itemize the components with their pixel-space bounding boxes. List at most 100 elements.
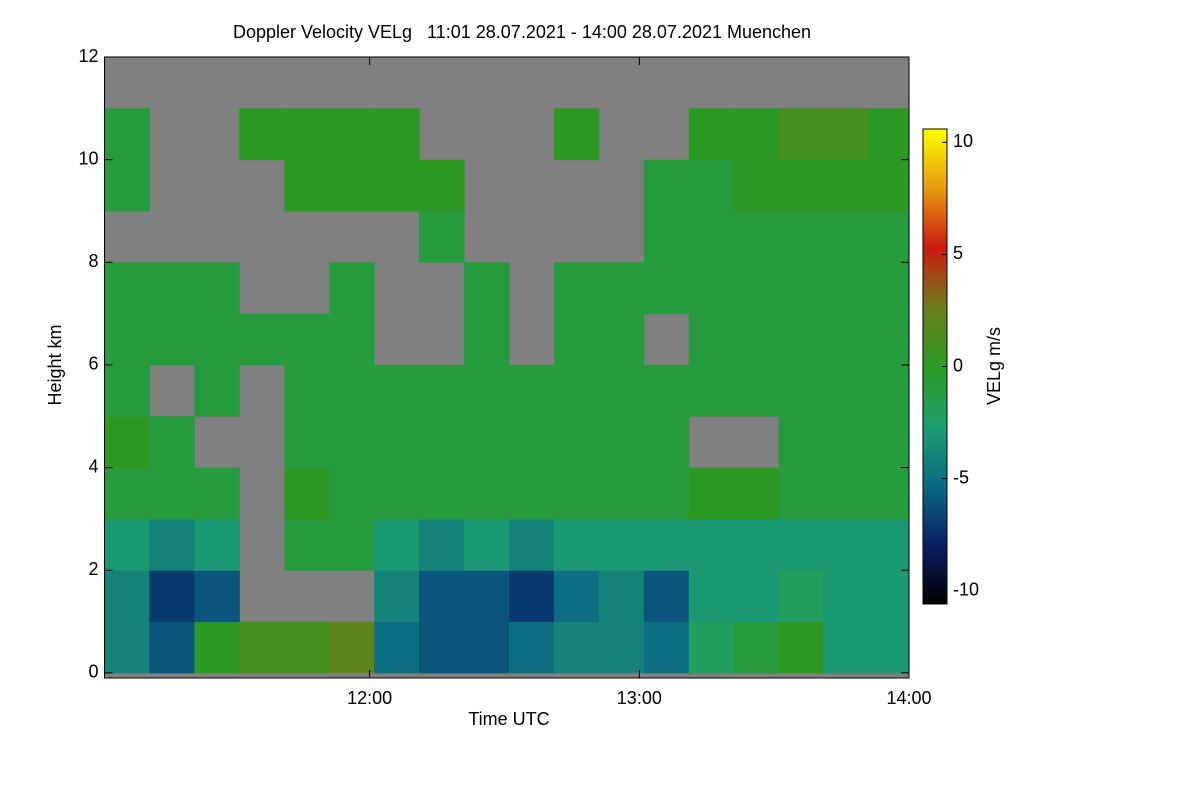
heatmap-cell	[688, 210, 735, 263]
heatmap-cell	[598, 467, 645, 520]
heatmap-cell	[553, 416, 600, 469]
colorbar-tick-label: 5	[953, 243, 963, 263]
heatmap-cell	[553, 364, 600, 417]
heatmap-cell	[464, 416, 510, 469]
y-tick-label: 8	[88, 251, 98, 271]
heatmap-cell	[643, 570, 690, 623]
heatmap-cell	[464, 467, 510, 520]
plot-frame	[104, 56, 910, 679]
heatmap-cell	[329, 518, 375, 571]
heatmap-cell	[149, 518, 195, 571]
heatmap-cell	[329, 467, 375, 520]
heatmap-cell	[688, 108, 735, 161]
heatmap-cell	[104, 416, 150, 469]
heatmap-cell	[553, 518, 600, 571]
heatmap-cell	[329, 313, 375, 366]
heatmap-cell	[868, 313, 910, 366]
y-axis-label: Height km	[45, 324, 65, 405]
heatmap-cell	[419, 210, 465, 263]
heatmap-cell	[464, 364, 510, 417]
heatmap-cell	[823, 518, 870, 571]
heatmap-cell	[553, 467, 600, 520]
heatmap-cell	[374, 570, 420, 623]
heatmap-cell	[419, 416, 465, 469]
heatmap-cell	[598, 570, 645, 623]
heatmap-cell	[104, 621, 150, 674]
heatmap-cell	[419, 518, 465, 571]
heatmap-cell	[104, 570, 150, 623]
heatmap-cell	[284, 364, 330, 417]
heatmap-cell	[733, 570, 780, 623]
heatmap-cell	[553, 570, 600, 623]
heatmap-cell	[868, 159, 910, 212]
heatmap-cell	[778, 159, 825, 212]
x-tick-label: 12:00	[347, 688, 392, 708]
heatmap-cell	[239, 313, 285, 366]
heatmap-cell	[149, 262, 195, 315]
heatmap-cell	[868, 416, 910, 469]
heatmap-cell	[284, 621, 330, 674]
heatmap-cell	[419, 621, 465, 674]
heatmap-cell	[778, 262, 825, 315]
heatmap-cell	[643, 210, 690, 263]
heatmap-cell	[104, 467, 150, 520]
heatmap-cell	[868, 467, 910, 520]
heatmap-cell	[374, 108, 420, 161]
heatmap-cell	[464, 518, 510, 571]
heatmap-cell	[868, 262, 910, 315]
heatmap-cell	[778, 467, 825, 520]
heatmap-cell	[733, 210, 780, 263]
heatmap-cell	[778, 210, 825, 263]
heatmap-cell	[419, 570, 465, 623]
heatmap-cell	[284, 467, 330, 520]
heatmap-cell	[868, 364, 910, 417]
heatmap-cell	[823, 108, 870, 161]
y-tick-label: 2	[88, 559, 98, 579]
heatmap-cell	[868, 108, 910, 161]
heatmap-cell	[553, 262, 600, 315]
heatmap-cell	[733, 467, 780, 520]
heatmap-cell	[149, 570, 195, 623]
heatmap-cell	[374, 621, 420, 674]
y-tick-label: 0	[88, 662, 98, 682]
heatmap-cell	[823, 159, 870, 212]
heatmap-cell	[508, 416, 555, 469]
heatmap-cell	[868, 210, 910, 263]
heatmap-cell	[823, 364, 870, 417]
heatmap-cell	[643, 262, 690, 315]
heatmap-cell	[598, 518, 645, 571]
heatmap-cell	[284, 518, 330, 571]
heatmap-cell	[284, 108, 330, 161]
heatmap-cell	[688, 262, 735, 315]
heatmap-cell	[868, 570, 910, 623]
heatmap-cell	[868, 518, 910, 571]
heatmap-cell	[329, 262, 375, 315]
heatmap-cell	[733, 518, 780, 571]
heatmap-cell	[598, 262, 645, 315]
heatmap-cell	[374, 159, 420, 212]
y-tick-label: 4	[88, 456, 98, 476]
colorbar-tick-label: -10	[953, 579, 979, 599]
heatmap-cell	[688, 570, 735, 623]
y-tick-label: 12	[78, 46, 98, 66]
heatmap-cell	[643, 467, 690, 520]
heatmap-cell	[239, 621, 285, 674]
heatmap-cell	[464, 262, 510, 315]
heatmap-cell	[733, 364, 780, 417]
heatmap-cell	[733, 159, 780, 212]
heatmap-cell	[688, 467, 735, 520]
heatmap-cell	[778, 416, 825, 469]
heatmap-cell	[194, 621, 240, 674]
heatmap-cell	[104, 262, 150, 315]
heatmap-cell	[643, 416, 690, 469]
heatmap-cell	[778, 518, 825, 571]
heatmap-cell	[104, 159, 150, 212]
heatmap-cell	[778, 621, 825, 674]
heatmap-cell	[643, 159, 690, 212]
heatmap-cell	[688, 159, 735, 212]
heatmap-cell	[149, 467, 195, 520]
heatmap-cell	[778, 570, 825, 623]
y-tick-label: 10	[78, 148, 98, 168]
heatmap-cell	[194, 518, 240, 571]
heatmap-cell	[284, 416, 330, 469]
